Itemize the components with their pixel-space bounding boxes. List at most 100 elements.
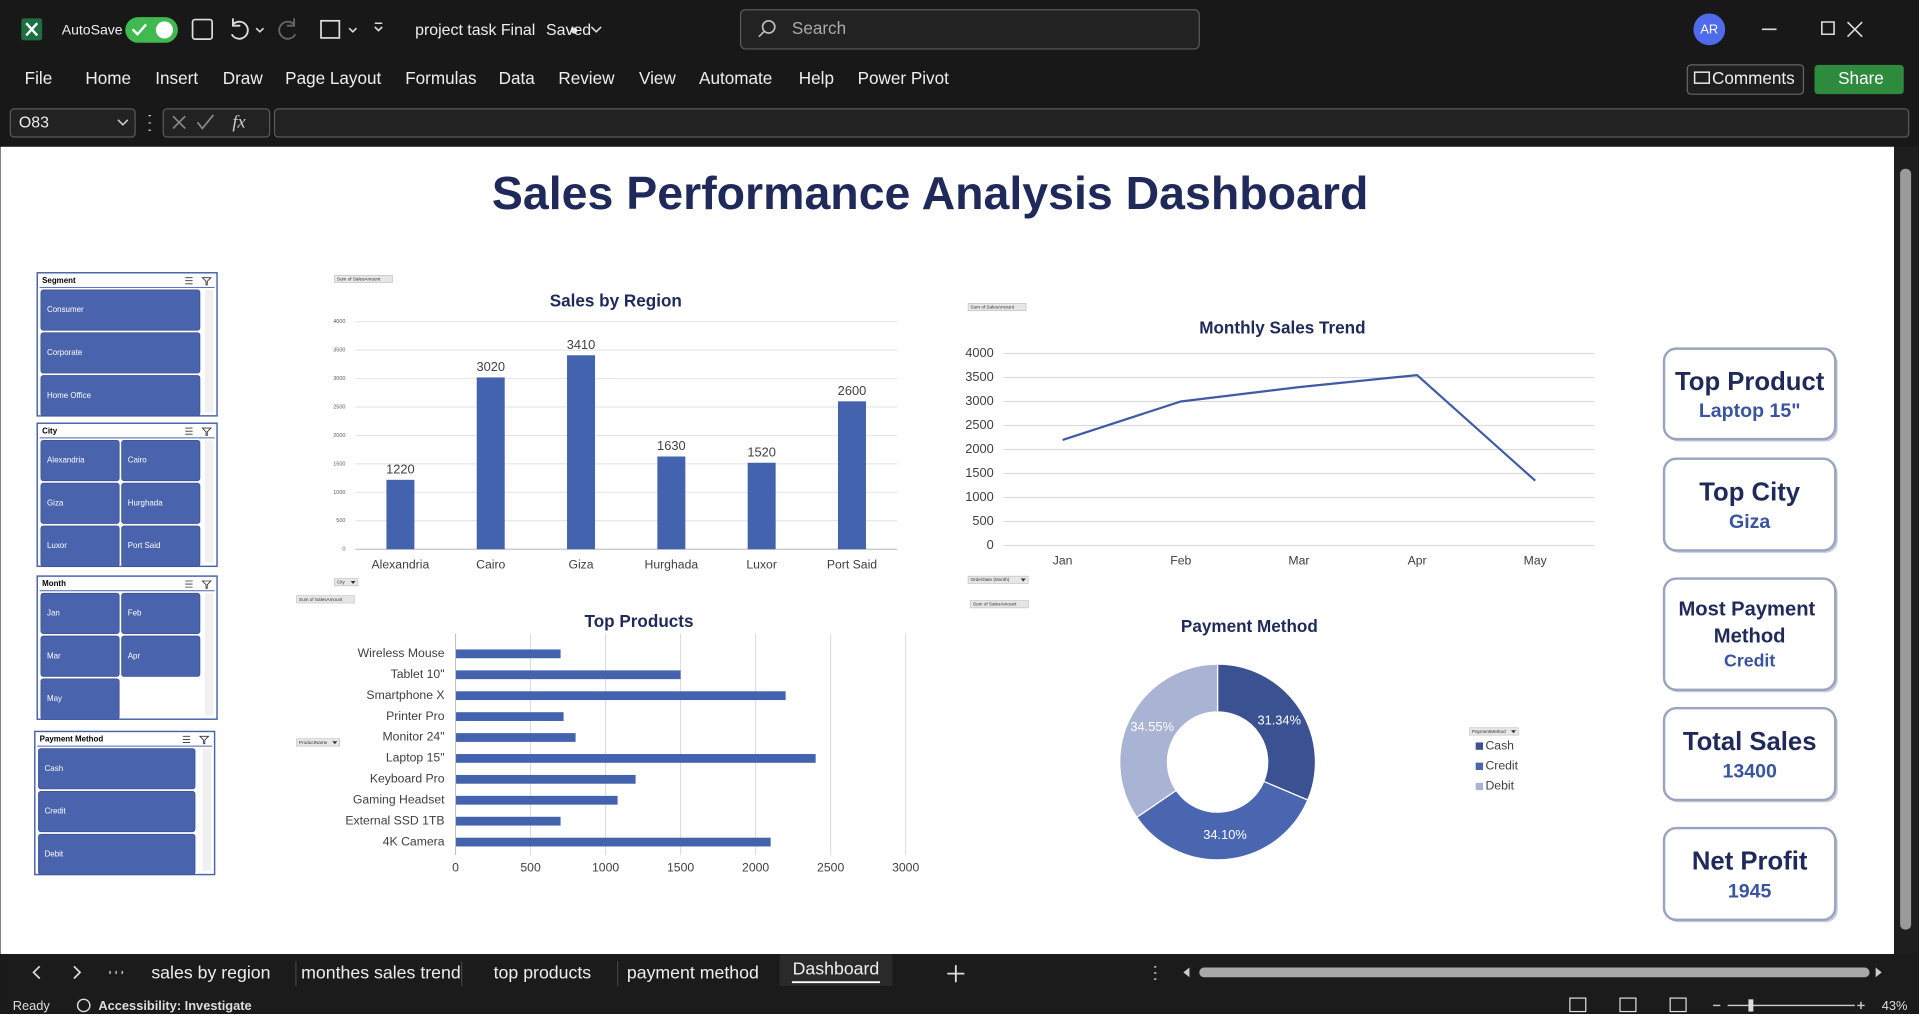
menu-tab[interactable]: Draw	[223, 69, 264, 88]
field-button[interactable]	[967, 303, 1027, 311]
slicer-item[interactable]: Giza	[47, 498, 64, 507]
slicer-button[interactable]	[40, 482, 120, 524]
sheet-nav[interactable]	[32, 965, 82, 980]
sheet-tab[interactable]: top products	[494, 962, 592, 982]
slicer-button[interactable]	[40, 635, 120, 677]
menu-tab[interactable]: Power Pivot	[858, 69, 950, 88]
field-button[interactable]	[967, 575, 1029, 584]
menu-tab[interactable]: Help	[799, 69, 834, 88]
slicer-item[interactable]: Mar	[47, 651, 61, 660]
slicer-button[interactable]	[121, 439, 201, 482]
slicer-item[interactable]: Corporate	[47, 348, 83, 357]
field-button[interactable]	[970, 600, 1029, 609]
formula-input[interactable]	[273, 108, 1910, 138]
page-layout-view[interactable]	[1619, 997, 1637, 1013]
status-accessibility[interactable]: Accessibility: Investigate	[98, 998, 251, 1013]
field-button[interactable]	[334, 578, 359, 587]
slicer-item[interactable]: Alexandria	[47, 456, 85, 465]
slicer-button[interactable]	[121, 525, 201, 567]
menu-tab[interactable]: Data	[499, 69, 536, 88]
menu-tab[interactable]: File	[25, 69, 53, 88]
slicer-button[interactable]	[40, 332, 201, 374]
active-tab[interactable]	[779, 954, 893, 986]
slicer-item[interactable]: May	[47, 694, 62, 703]
slicer-button[interactable]	[40, 439, 120, 482]
grid-icon[interactable]	[320, 19, 341, 39]
share-button[interactable]	[1814, 64, 1904, 95]
slicer-button[interactable]	[40, 375, 201, 417]
slicer-icons[interactable]	[185, 580, 212, 589]
slicer-button[interactable]	[38, 748, 196, 790]
slicer-item[interactable]: Port Said	[128, 541, 161, 550]
slicer-item[interactable]: Jan	[47, 609, 60, 618]
window-controls[interactable]	[1761, 21, 1863, 38]
field-button-label[interactable]: Sum of SalesAmount	[973, 602, 1017, 607]
field-button[interactable]	[1469, 727, 1519, 736]
slicer-item[interactable]: Hurghada	[128, 498, 163, 507]
page-break-view[interactable]	[1669, 997, 1687, 1013]
slicer-button[interactable]	[40, 678, 120, 720]
normal-view[interactable]	[1569, 997, 1587, 1013]
slicer-item[interactable]: Home Office	[47, 391, 92, 400]
menu-tab[interactable]: Formulas	[405, 69, 476, 88]
menu-tab[interactable]: View	[639, 69, 676, 88]
field-button-label[interactable]: City	[337, 580, 346, 585]
comments-label[interactable]: Comments	[1712, 69, 1795, 88]
slicer-button[interactable]	[40, 525, 120, 567]
menu-tab[interactable]: Page Layout	[285, 69, 381, 88]
slicer-button[interactable]	[40, 289, 201, 331]
share-label[interactable]: Share	[1838, 69, 1884, 88]
slicer-item[interactable]: Cairo	[128, 456, 148, 465]
slicer-item[interactable]: Debit	[45, 849, 64, 858]
slicer-button[interactable]	[40, 592, 120, 634]
slicer-item[interactable]: Credit	[45, 807, 67, 816]
sheet-tab[interactable]: payment method	[627, 962, 759, 982]
slicer-item[interactable]: Consumer	[47, 305, 84, 314]
name-box[interactable]	[9, 108, 136, 138]
fx-label[interactable]: fx	[232, 112, 245, 132]
sheet-tab[interactable]: sales by region	[151, 962, 270, 982]
slicer-button[interactable]	[38, 833, 196, 875]
field-button-label[interactable]: PaymentMethod	[1472, 729, 1506, 734]
add-sheet[interactable]	[947, 965, 965, 983]
legend-label[interactable]: Cash	[1485, 738, 1514, 752]
slicer-button[interactable]	[121, 635, 201, 677]
field-button-label[interactable]: Sum of SalesAmount	[337, 276, 381, 281]
undo-icon[interactable]	[230, 18, 249, 40]
legend-label[interactable]: Credit	[1485, 759, 1518, 773]
slicer-icons[interactable]	[185, 427, 212, 436]
field-button-label[interactable]: ProductName	[299, 740, 328, 745]
slicer-item[interactable]: Apr	[128, 651, 141, 660]
legend-label[interactable]: Debit	[1485, 779, 1514, 793]
slicer-item[interactable]: Cash	[45, 764, 64, 773]
v-scroll-thumb[interactable]	[1900, 168, 1912, 930]
zoom-thumb[interactable]	[1748, 999, 1754, 1012]
field-button[interactable]	[296, 738, 340, 747]
field-button[interactable]	[296, 595, 355, 604]
field-button[interactable]	[334, 274, 393, 283]
sheet-tab[interactable]: monthes sales trend	[301, 962, 461, 982]
slicer-button[interactable]	[121, 592, 201, 634]
user-avatar[interactable]	[1693, 13, 1726, 46]
field-button-label[interactable]: Sum of SalesAmount	[971, 304, 1015, 309]
field-button-label[interactable]: Sum of SalesAmount	[299, 597, 343, 602]
sheet-tab[interactable]: Dashboard	[793, 959, 880, 979]
menu-tab[interactable]: Insert	[155, 69, 198, 88]
slicer-item[interactable]: Luxor	[47, 541, 67, 550]
search-box[interactable]	[739, 9, 1200, 50]
status-zoom[interactable]: 43%	[1882, 998, 1908, 1013]
slicer-button[interactable]	[38, 791, 196, 833]
menu-tab[interactable]: Automate	[699, 69, 772, 88]
zoom-slider[interactable]	[1712, 1001, 1865, 1010]
slicer-icons[interactable]	[182, 735, 210, 745]
slicer-button[interactable]	[121, 482, 201, 524]
menu-tab[interactable]: Review	[558, 69, 615, 88]
slicer-icons[interactable]	[185, 277, 212, 286]
slicer-item[interactable]: Feb	[128, 609, 142, 618]
comments-button[interactable]	[1686, 64, 1805, 95]
name-box-value[interactable]: O83	[19, 115, 49, 132]
save-icon[interactable]	[191, 18, 214, 40]
field-button-label[interactable]: OrderDate (Month)	[971, 577, 1010, 582]
h-scroll-thumb[interactable]	[1199, 967, 1870, 978]
menu-tab[interactable]: Home	[85, 69, 131, 88]
